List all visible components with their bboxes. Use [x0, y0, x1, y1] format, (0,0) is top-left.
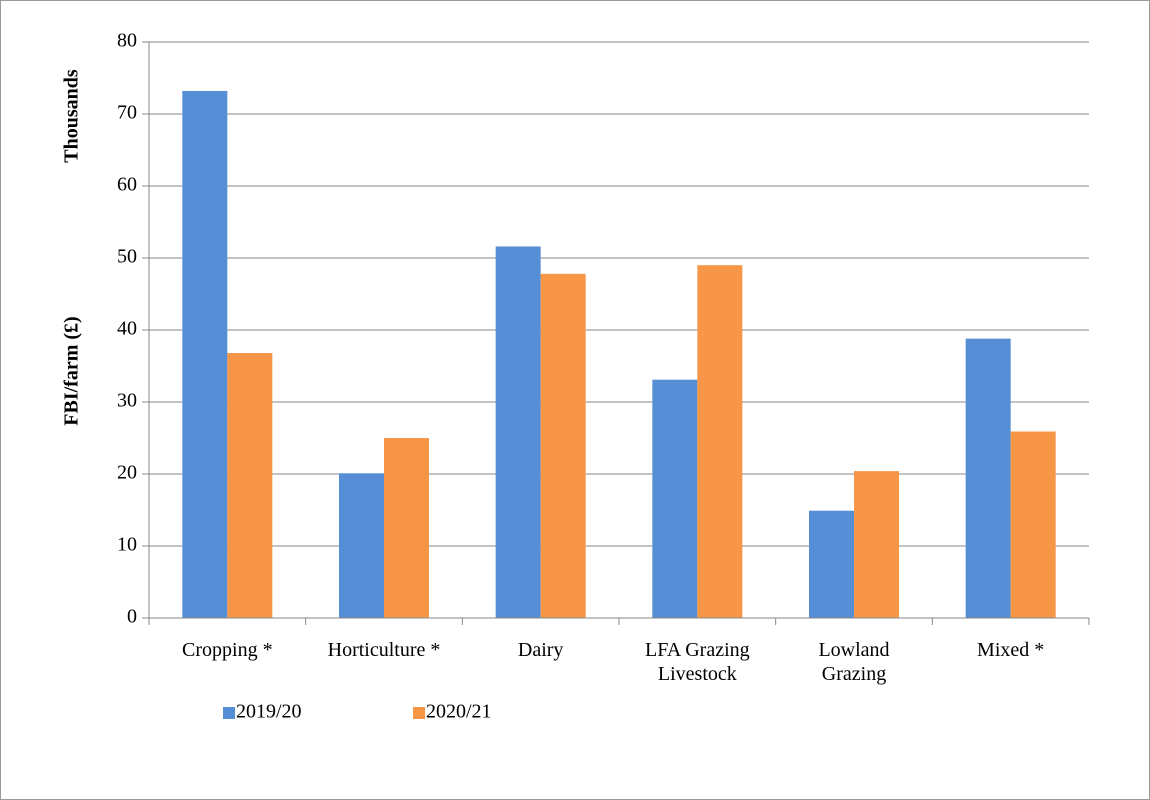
- y-tick-label: 60: [117, 174, 137, 196]
- y-tick-label: 20: [117, 462, 137, 484]
- bar: [809, 510, 854, 618]
- bar: [854, 471, 899, 618]
- legend-label: 2020/21: [426, 701, 492, 723]
- x-tick-label: Cropping *: [182, 639, 273, 661]
- x-tick-label: LFA Grazing Livestock: [645, 639, 750, 685]
- bar: [697, 265, 743, 618]
- legend-swatch: [223, 707, 235, 719]
- bar: [1010, 431, 1056, 618]
- bar: [965, 338, 1011, 618]
- x-tick-label: Mixed *: [977, 639, 1045, 661]
- y-tick-label: 50: [117, 246, 137, 268]
- y-tick-label: 40: [117, 318, 137, 340]
- bar: [227, 353, 273, 618]
- bar: [339, 473, 384, 618]
- x-tick-label: Horticulture *: [327, 639, 441, 661]
- y-tick-label: 80: [117, 30, 137, 52]
- x-tick-label: Dairy: [517, 639, 564, 661]
- y-axis-unit-label: Thousands: [61, 69, 83, 163]
- bar: [495, 246, 541, 619]
- x-tick-label: Lowland Grazing: [818, 639, 890, 685]
- y-tick-label: 70: [117, 102, 137, 124]
- y-tick-label: 30: [117, 390, 137, 412]
- bar: [540, 273, 586, 618]
- y-tick-label: 10: [117, 534, 137, 556]
- y-axis-label: FBI/farm (£): [61, 316, 83, 425]
- legend-swatch: [413, 707, 425, 719]
- bar: [384, 438, 429, 618]
- bar: [652, 379, 698, 618]
- legend-label: 2019/20: [236, 701, 302, 723]
- bar: [182, 90, 228, 618]
- y-tick-label: 0: [127, 606, 137, 628]
